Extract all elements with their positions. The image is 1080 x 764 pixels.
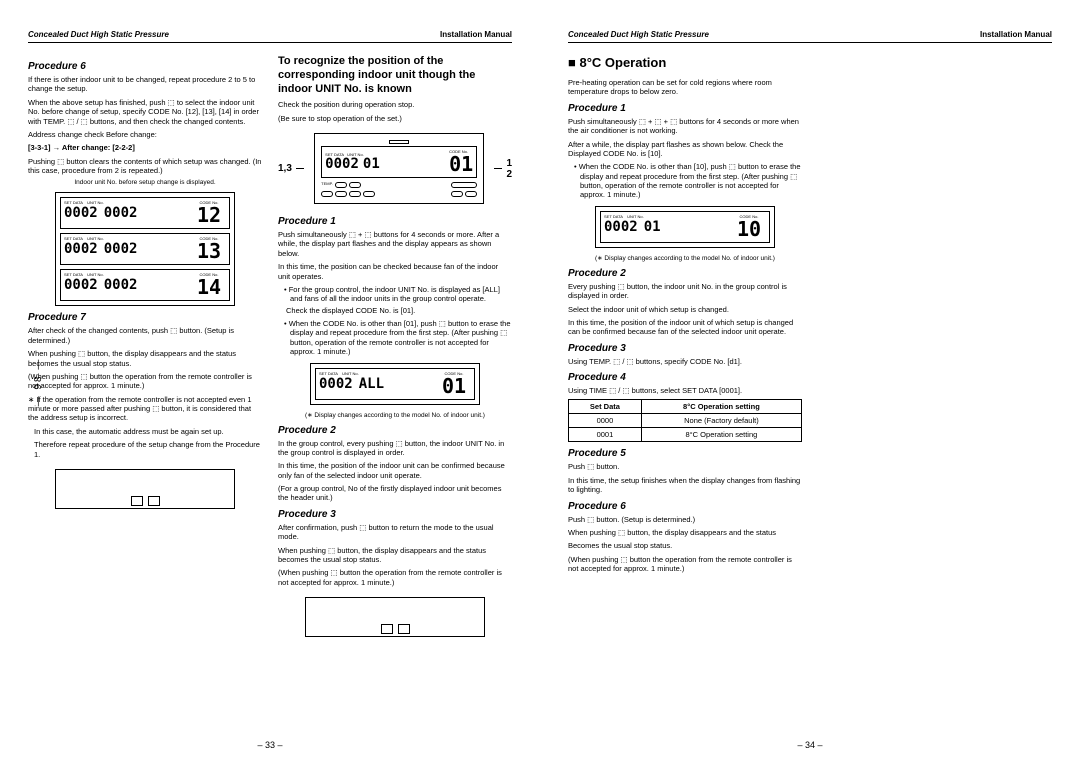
r-proc2-p1: Every pushing ⬚ button, the indoor unit …: [568, 282, 802, 301]
remote-blank-box-2: [305, 597, 485, 637]
c2-proc3-title: Procedure 3: [278, 509, 512, 520]
page-left: Concealed Duct High Static Pressure Inst…: [0, 0, 540, 764]
right-col2: [818, 55, 1052, 744]
right-col1: ■ 8°C Operation Pre-heating operation ca…: [568, 55, 802, 744]
header-right-r: Installation Manual: [980, 30, 1052, 39]
r-proc1-p2: After a while, the display part flashes …: [568, 140, 802, 159]
r-proc6-p3: Becomes the usual stop status.: [568, 541, 802, 550]
r-proc2-p2: Select the indoor unit of which setup is…: [568, 305, 802, 314]
remote-diagram: 1,3 SET DATA UNIT No. 000201 CODE No.01 …: [278, 127, 512, 210]
lcd2-caption: (∗ Display changes according to the mode…: [278, 411, 512, 419]
pointer-left: 1,3: [278, 163, 292, 174]
lcd-single: SET DATA UNIT No. 0002ALL CODE No.01: [310, 363, 480, 405]
c2-proc2-p2: In this time, the position of the indoor…: [278, 461, 512, 480]
pointer-r2: 2: [506, 169, 512, 180]
c2-proc3-p1: After confirmation, push ⬚ button to ret…: [278, 523, 512, 542]
col2-subtitle: To recognize the position of the corresp…: [278, 55, 512, 96]
c2-proc1-b2a: Check the displayed CODE No. is [01].: [286, 306, 512, 315]
proc6-p1: If there is other indoor unit to be chan…: [28, 75, 262, 94]
proc7-p2: When pushing ⬚ button, the display disap…: [28, 349, 262, 368]
c2-proc2-p3: (For a group control, No of the firstly …: [278, 484, 512, 503]
header-right: Installation Manual: [440, 30, 512, 39]
c2-proc3-p2: When pushing ⬚ button, the display disap…: [278, 546, 512, 565]
lcd-row-1: SET DATA UNIT No. 0002 0002 CODE No. 12: [60, 197, 230, 229]
r-proc2-title: Procedure 2: [568, 268, 802, 279]
c2-proc3-p3: (When pushing ⬚ button the operation fro…: [278, 568, 512, 587]
th1: Set Data: [569, 400, 642, 414]
proc6-p4: Pushing ⬚ button clears the contents of …: [28, 157, 262, 176]
r-proc6-p1: Push ⬚ button. (Setup is determined.): [568, 515, 802, 524]
col2-p1: Check the position during operation stop…: [278, 100, 512, 109]
r-proc3-p1: Using TEMP. ⬚ / ⬚ buttons, specify CODE …: [568, 357, 802, 366]
lcd-row-3: SET DATA UNIT No. 0002 0002 CODE No. 14: [60, 269, 230, 301]
r-lcd-caption: (∗ Display changes according to the mode…: [568, 254, 802, 262]
page-num-right: – 34 –: [797, 740, 822, 750]
r-proc1-p1: Push simultaneously ⬚ + ⬚ + ⬚ buttons fo…: [568, 117, 802, 136]
page-right: Concealed Duct High Static Pressure Inst…: [540, 0, 1080, 764]
r-proc3-title: Procedure 3: [568, 343, 802, 354]
c2-proc1-b2: When the CODE No. is other than [01], pu…: [284, 319, 512, 357]
page-num-left: – 33 –: [257, 740, 282, 750]
proc7-p5: In this case, the automatic address must…: [34, 427, 262, 436]
pointer-r1: 1: [506, 158, 512, 169]
c2-proc1-title: Procedure 1: [278, 216, 512, 227]
r-proc5-p1: Push ⬚ button.: [568, 462, 802, 471]
lcd-caption: Indoor unit No. before setup change is d…: [28, 179, 262, 186]
r-proc2-p3: In this time, the position of the indoor…: [568, 318, 802, 337]
c2-proc1-p2: In this time, the position can be checke…: [278, 262, 512, 281]
td00: 0000: [569, 414, 642, 428]
proc6-title: Procedure 6: [28, 61, 262, 72]
proc6-p3: Address change check Before change:: [28, 130, 262, 139]
r-proc4-title: Procedure 4: [568, 372, 802, 383]
header-left: Concealed Duct High Static Pressure: [28, 30, 169, 39]
proc7-p6: Therefore repeat procedure of the setup …: [34, 440, 262, 459]
col2-p2: (Be sure to stop operation of the set.): [278, 114, 512, 123]
td10: 0001: [569, 428, 642, 442]
proc7-p4: ∗ If the operation from the remote contr…: [28, 395, 262, 423]
lcd-row-2: SET DATA UNIT No. 0002 0002 CODE No. 13: [60, 233, 230, 265]
r-proc4-p1: Using TIME ⬚ / ⬚ buttons, select SET DAT…: [568, 386, 802, 395]
r-proc1-title: Procedure 1: [568, 103, 802, 114]
header-left-r: Concealed Duct High Static Pressure: [568, 30, 709, 39]
r-lcd: SET DATA UNIT No. 000201 CODE No.10: [595, 206, 775, 248]
setdata-table: Set Data8°C Operation setting 0000None (…: [568, 399, 802, 442]
r-proc5-p2: In this time, the setup finishes when th…: [568, 476, 802, 495]
remote-blank-box: [55, 469, 235, 509]
page-header: Concealed Duct High Static Pressure Inst…: [28, 30, 512, 43]
proc7-p1: After check of the changed contents, pus…: [28, 326, 262, 345]
left-col1: Procedure 6 If there is other indoor uni…: [28, 55, 262, 744]
proc6-p3b: [3-3-1] → After change: [2-2-2]: [28, 143, 262, 152]
r-proc5-title: Procedure 5: [568, 448, 802, 459]
r-proc6-title: Procedure 6: [568, 501, 802, 512]
intro: Pre-heating operation can be set for col…: [568, 78, 802, 97]
left-col2: To recognize the position of the corresp…: [278, 55, 512, 744]
proc7-p3: (When pushing ⬚ button the operation fro…: [28, 372, 262, 391]
page-header-r: Concealed Duct High Static Pressure Inst…: [568, 30, 1052, 43]
r-proc6-p4: (When pushing ⬚ button the operation fro…: [568, 555, 802, 574]
c2-proc2-title: Procedure 2: [278, 425, 512, 436]
c2-proc1-b1: For the group control, the indoor UNIT N…: [284, 285, 512, 304]
th2: 8°C Operation setting: [641, 400, 801, 414]
c2-proc1-p1: Push simultaneously ⬚ + ⬚ buttons for 4 …: [278, 230, 512, 258]
r-proc6-p2: When pushing ⬚ button, the display disap…: [568, 528, 802, 537]
r-proc1-b1: When the CODE No. is other than [10], pu…: [574, 162, 802, 200]
section-title: ■ 8°C Operation: [568, 55, 802, 70]
c2-proc2-p1: In the group control, every pushing ⬚ bu…: [278, 439, 512, 458]
lcd-stack: SET DATA UNIT No. 0002 0002 CODE No. 12 …: [55, 192, 235, 306]
td01: None (Factory default): [641, 414, 801, 428]
td11: 8°C Operation setting: [641, 428, 801, 442]
proc7-title: Procedure 7: [28, 312, 262, 323]
proc6-p2: When the above setup has finished, push …: [28, 98, 262, 126]
